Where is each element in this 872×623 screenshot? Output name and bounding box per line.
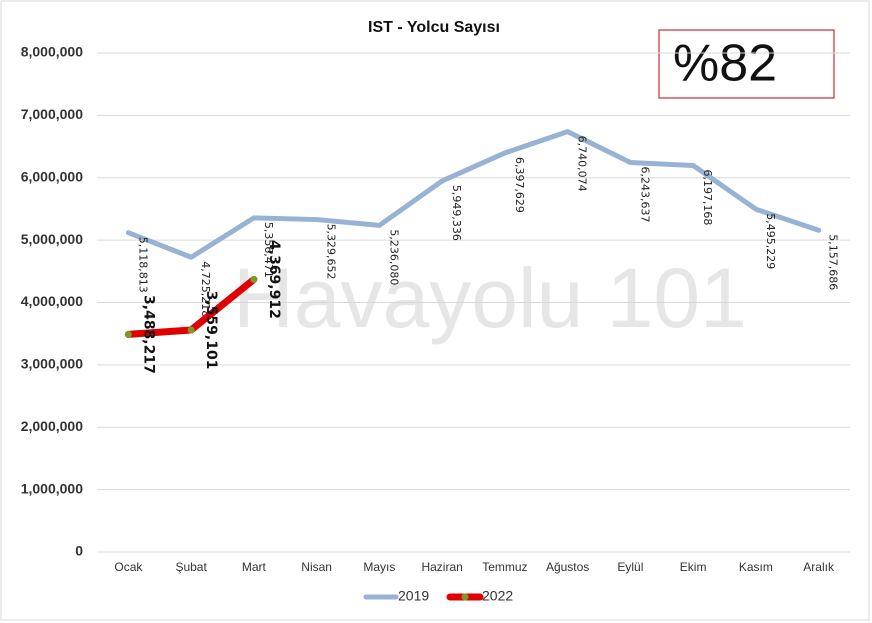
value-label: 5,949,336	[450, 185, 463, 241]
x-tick-label: Kasım	[739, 560, 773, 574]
x-tick-label: Şubat	[175, 560, 207, 574]
value-label: 5,329,652	[325, 224, 338, 280]
x-tick-label: Ocak	[114, 560, 143, 574]
value-label: 3,488,217	[140, 295, 156, 374]
x-tick-label: Temmuz	[482, 560, 527, 574]
value-label: 5,236,080	[387, 229, 400, 285]
x-tick-label: Eylül	[617, 560, 643, 574]
y-tick-label: 5,000,000	[21, 231, 83, 247]
point-marker	[124, 330, 132, 338]
value-label: 6,740,074	[576, 136, 589, 192]
x-tick-label: Ekim	[680, 560, 707, 574]
y-tick-label: 2,000,000	[21, 418, 83, 434]
value-label: 4,725,218	[199, 261, 212, 317]
value-label: 6,197,168	[701, 169, 714, 225]
legend-marker	[461, 593, 469, 601]
legend-label: 2022	[482, 588, 513, 604]
value-label: 6,243,637	[638, 167, 651, 223]
y-tick-label: 7,000,000	[21, 106, 83, 122]
y-tick-label: 3,000,000	[21, 356, 83, 372]
annotation-box	[658, 29, 835, 99]
value-label: 5,495,229	[764, 213, 777, 269]
y-tick-label: 4,000,000	[21, 293, 83, 309]
y-tick-label: 1,000,000	[21, 480, 83, 496]
value-label: 6,397,629	[513, 157, 526, 213]
annotation: %82	[673, 35, 777, 93]
x-tick-label: Haziran	[421, 560, 462, 574]
legend-label: 2019	[398, 588, 429, 604]
value-label: 4,369,912	[266, 240, 282, 319]
value-label: 5,157,686	[827, 234, 840, 290]
point-marker	[187, 326, 195, 334]
x-tick-label: Nisan	[301, 560, 332, 574]
x-tick-label: Mart	[242, 560, 267, 574]
value-label: 5,356,471	[262, 222, 275, 278]
x-tick-label: Aralık	[803, 560, 835, 574]
y-tick-label: 0	[75, 543, 83, 559]
y-tick-label: 8,000,000	[21, 44, 83, 60]
chart-title: IST - Yolcu Sayısı	[368, 19, 500, 36]
y-tick-label: 6,000,000	[21, 168, 83, 184]
x-tick-label: Mayıs	[363, 560, 395, 574]
value-label: 3,559,101	[203, 291, 219, 370]
point-marker	[250, 275, 258, 283]
value-label: 5,118,813	[136, 237, 149, 293]
x-tick-label: Ağustos	[546, 560, 589, 574]
watermark: Havayolu 101	[233, 251, 747, 345]
series-line	[125, 129, 822, 260]
